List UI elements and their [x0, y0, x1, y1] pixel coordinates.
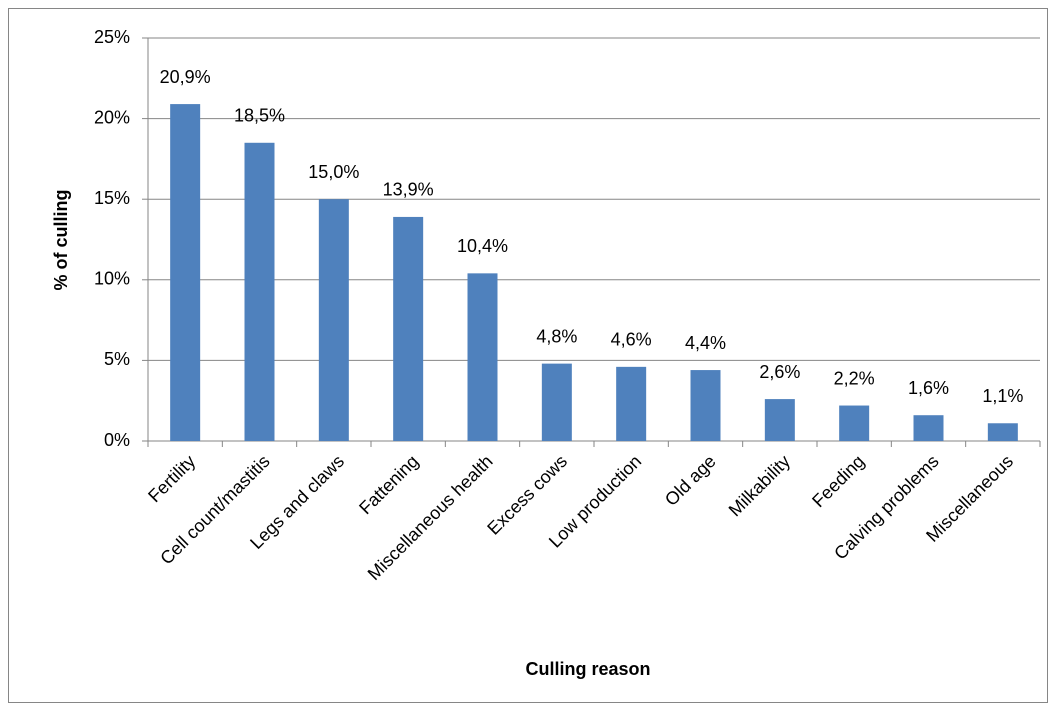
- bar: [690, 370, 721, 441]
- bar: [318, 199, 349, 441]
- bar: [393, 216, 424, 441]
- y-tick-label: 0%: [104, 430, 130, 450]
- bar: [467, 273, 498, 441]
- bar: [764, 399, 795, 441]
- y-tick-label: 5%: [104, 349, 130, 369]
- value-label: 20,9%: [160, 67, 211, 87]
- value-label: 18,5%: [234, 106, 285, 126]
- bar: [244, 142, 275, 441]
- value-label: 4,6%: [611, 330, 652, 350]
- value-label: 4,8%: [536, 326, 577, 346]
- value-label: 4,4%: [685, 333, 726, 353]
- value-label: 1,6%: [908, 378, 949, 398]
- value-label: 2,6%: [759, 362, 800, 382]
- value-label: 1,1%: [982, 386, 1023, 406]
- bar: [839, 405, 870, 441]
- y-tick-label: 10%: [94, 269, 130, 289]
- bar: [616, 366, 647, 441]
- bar: [170, 104, 201, 441]
- value-label: 15,0%: [308, 162, 359, 182]
- value-label: 13,9%: [383, 180, 434, 200]
- bar: [987, 423, 1018, 441]
- value-label: 2,2%: [834, 368, 875, 388]
- chart-frame: [8, 8, 1048, 703]
- y-axis-title: % of culling: [51, 190, 71, 291]
- y-tick-label: 15%: [94, 188, 130, 208]
- y-tick-label: 20%: [94, 107, 130, 127]
- value-label: 10,4%: [457, 236, 508, 256]
- x-axis-title: Culling reason: [525, 659, 650, 679]
- bar: [541, 363, 572, 441]
- bar: [913, 415, 944, 441]
- y-tick-label: 25%: [94, 27, 130, 47]
